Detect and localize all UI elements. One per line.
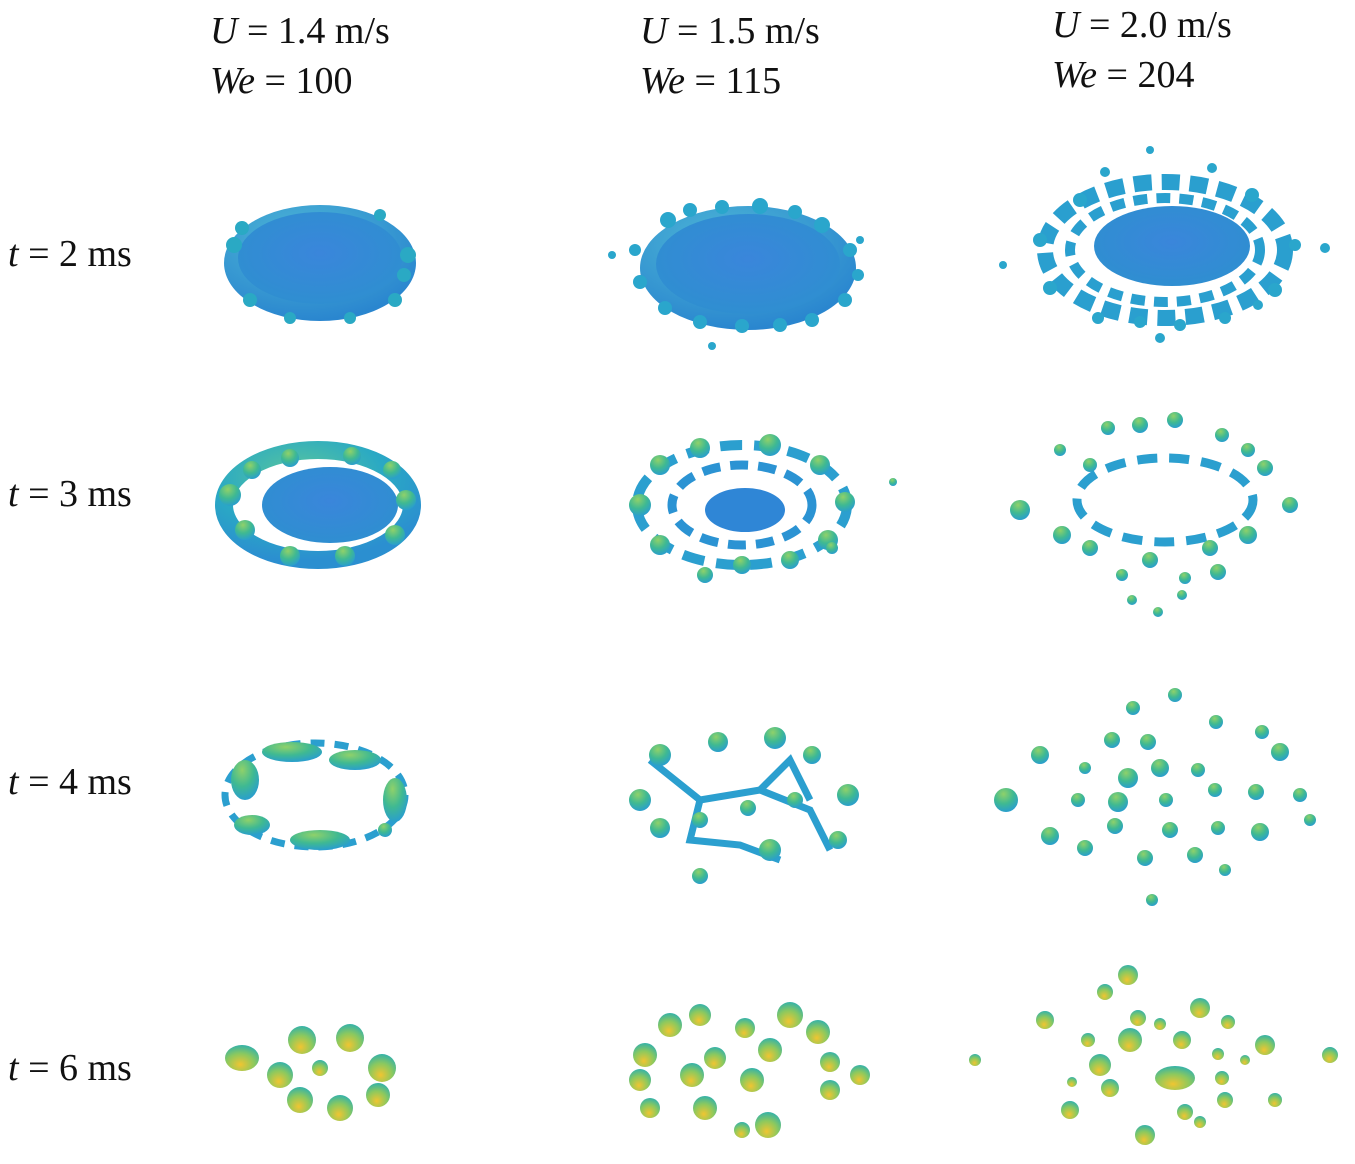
time-symbol: t [8, 473, 19, 515]
weber-symbol: We [210, 60, 256, 102]
row-label-t2: t = 2 ms [8, 232, 132, 276]
panel-r2-c3 [1010, 412, 1298, 617]
panel-r3-c2 [629, 727, 859, 884]
velocity-value: = 2.0 m/s [1088, 4, 1232, 46]
time-value: = 3 ms [28, 473, 132, 515]
velocity-symbol: U [1052, 4, 1080, 46]
panel-r3-c1 [221, 739, 409, 851]
panel-r4-c1 [225, 1024, 396, 1121]
panel-r2-c2-sheet [608, 198, 864, 350]
weber-symbol: We [640, 60, 686, 102]
velocity-symbol: U [210, 10, 238, 52]
column-header-3: U = 2.0 m/s We = 204 [1052, 0, 1232, 100]
panel-r4-c2 [629, 1002, 870, 1138]
row-label-t6: t = 6 ms [8, 1046, 132, 1090]
velocity-value: = 1.4 m/s [246, 10, 390, 52]
panel-r1-c3 [999, 146, 1330, 343]
velocity-symbol: U [640, 10, 668, 52]
time-symbol: t [8, 233, 19, 275]
panel-r3-c3 [994, 688, 1316, 906]
column-header-1: U = 1.4 m/s We = 100 [210, 6, 390, 106]
time-value: = 2 ms [28, 233, 132, 275]
time-value: = 4 ms [28, 761, 132, 803]
weber-value: = 115 [694, 60, 782, 102]
row-label-t4: t = 4 ms [8, 760, 132, 804]
weber-symbol: We [1052, 54, 1098, 96]
time-symbol: t [8, 1047, 19, 1089]
weber-value: = 204 [1106, 54, 1195, 96]
weber-value: = 100 [264, 60, 353, 102]
time-value: = 6 ms [28, 1047, 132, 1089]
panel-r4-c3 [969, 965, 1338, 1145]
panel-r2-c2 [629, 434, 897, 583]
row-label-t3: t = 3 ms [8, 472, 132, 516]
panel-r2-c1 [215, 441, 421, 569]
time-symbol: t [8, 761, 19, 803]
velocity-value: = 1.5 m/s [676, 10, 820, 52]
column-header-2: U = 1.5 m/s We = 115 [640, 6, 820, 106]
panel-r1-c1 [224, 205, 416, 324]
